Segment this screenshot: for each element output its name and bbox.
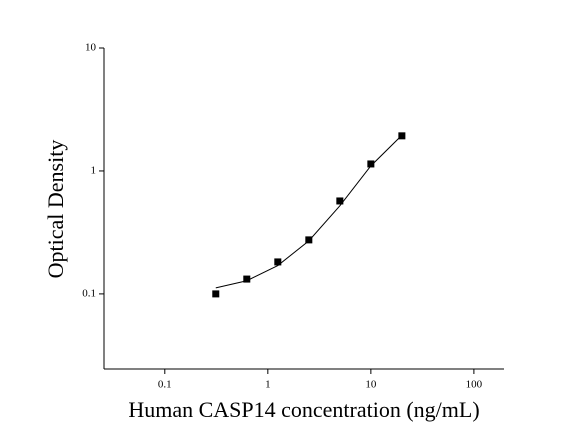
fit-curve [215,134,403,289]
y-tick-label: 1 [91,164,97,176]
data-point [398,132,406,140]
data-point [274,258,282,266]
y-axis-label: Optical Density [43,140,68,279]
data-point [212,290,220,298]
x-axis-label: Human CASP14 concentration (ng/mL) [128,397,479,422]
data-point [367,160,375,168]
x-tick-label: 0.1 [158,379,172,391]
y-tick-label: 10 [85,42,97,54]
x-tick-label: 10 [365,379,377,391]
data-point [243,275,251,283]
x-tick-label: 1 [265,379,271,391]
y-tick-label: 0.1 [82,287,96,299]
data-point [336,197,344,205]
x-tick-label: 100 [466,379,483,391]
data-point [305,236,313,244]
